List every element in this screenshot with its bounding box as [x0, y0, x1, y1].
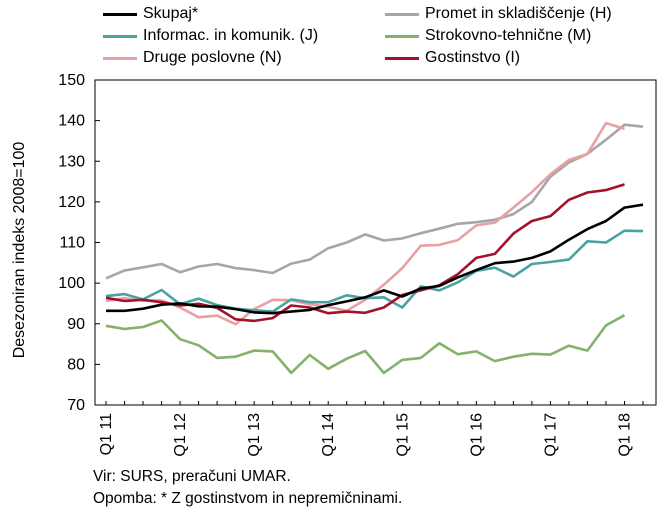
plot-area-frame: [94, 79, 657, 406]
legend-label: Strokovno-tehnične (M): [425, 27, 592, 44]
legend-label: Druge poslovne (N): [143, 49, 282, 66]
legend-item: Promet in skladiščenje (H): [385, 5, 612, 23]
legend-item: Informac. in komunik. (J): [103, 27, 318, 45]
legend-item: Strokovno-tehnične (M): [385, 27, 591, 45]
legend-item: Gostinstvo (I): [385, 49, 520, 67]
y-tick-label: 80: [67, 356, 85, 373]
y-tick-label: 110: [59, 235, 85, 252]
series-line-3: [105, 314, 626, 375]
source-note: Vir: SURS, preračuni UMAR.: [93, 468, 291, 485]
series-lines: [105, 121, 644, 375]
series-line-4: [105, 121, 625, 326]
legend-swatch: [385, 56, 419, 60]
x-tick-label: Q1 14: [320, 413, 337, 457]
series-line-2: [105, 229, 644, 313]
x-tick-label: Q1 13: [246, 413, 263, 457]
y-tick-label: 130: [58, 153, 85, 170]
series-line-0: [106, 203, 644, 315]
y-axis-label: Desezoniran indeks 2008=100: [11, 141, 28, 359]
x-tick-label: Q1 18: [616, 413, 633, 457]
legend-label: Gostinstvo (I): [425, 49, 521, 66]
y-tick-label: 140: [58, 113, 85, 130]
x-tick-label: Q1 11: [98, 413, 115, 456]
legend-swatch: [103, 34, 137, 38]
y-tick-label: 100: [58, 275, 85, 292]
remark-note: Opomba: * Z gostinstvom in nepremičninam…: [93, 490, 403, 507]
x-axis: Q1 11 Q1 12 Q1 13 Q1 14 Q1 15 Q1 16 Q1 17 Q1 18: [98, 401, 644, 457]
y-tick-label: 150: [58, 72, 85, 89]
x-tick-label: Q1 16: [468, 413, 485, 457]
legend-item: Druge poslovne (N): [103, 49, 282, 67]
legend-swatch: [103, 12, 137, 16]
legend-label: Skupaj*: [143, 5, 199, 22]
y-tick-label: 70: [67, 397, 85, 414]
y-tick-label: 120: [58, 194, 85, 211]
x-tick-label: Q1 12: [172, 413, 189, 457]
chart-notes: Vir: SURS, preračuni UMAR. Opomba: * Z g…: [93, 466, 402, 510]
legend-label: Informac. in komunik. (J): [143, 27, 319, 44]
x-tick-label: Q1 15: [394, 413, 411, 457]
x-tick-label: Q1 17: [542, 413, 559, 457]
legend-swatch: [385, 12, 419, 16]
legend: Skupaj* Promet in skladiščenje (H) Informa…: [0, 0, 667, 70]
y-axis: 70 80 90 100 110 120 130 140 150: [58, 72, 100, 414]
legend-label: Promet in skladiščenje (H): [425, 5, 612, 22]
legend-swatch: [385, 34, 419, 38]
series-line-1: [105, 123, 644, 280]
legend-swatch: [103, 56, 137, 60]
y-tick-label: 90: [67, 316, 85, 333]
legend-item: Skupaj*: [103, 5, 198, 23]
